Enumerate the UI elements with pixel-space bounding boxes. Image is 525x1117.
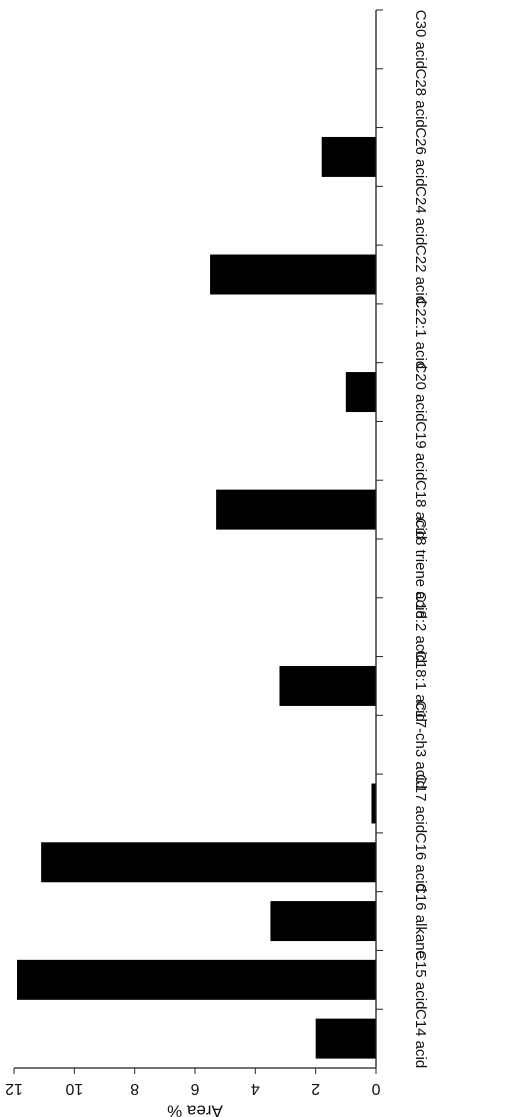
category-label: C17-ch3 acid	[412, 701, 429, 789]
value-tick-label: 10	[65, 1080, 83, 1097]
category-label: C24 acid	[412, 186, 429, 245]
category-label: C18 triene acid	[412, 518, 429, 619]
category-label: C22 acid	[412, 245, 429, 304]
bar-c17-acid	[371, 783, 376, 824]
category-label: C22:1 acid	[412, 297, 429, 369]
value-tick-label: 4	[251, 1080, 260, 1097]
value-tick-label: 2	[311, 1080, 320, 1097]
bar-c14-acid	[315, 1018, 376, 1059]
value-ticks-group: 0 2 4 6 8 10 12	[5, 1068, 380, 1097]
bar-c16-acid	[41, 842, 377, 883]
value-tick-label: 8	[130, 1080, 139, 1097]
category-label: C26 acid	[412, 127, 429, 186]
category-label: C28 acid	[412, 69, 429, 128]
category-label: C15 acid	[412, 950, 429, 1009]
value-axis-title: Area %	[167, 1102, 223, 1117]
category-label: C18:2 acid	[412, 591, 429, 663]
value-tick-label: 6	[190, 1080, 199, 1097]
bar-c22-acid	[210, 254, 376, 295]
category-label: C14 acid	[412, 1009, 429, 1068]
category-label: C18 acid	[412, 480, 429, 539]
value-tick-label: 0	[371, 1080, 380, 1097]
category-label: C30 acid	[412, 10, 429, 69]
category-label: C16 acid	[412, 833, 429, 892]
value-tick-label: 12	[5, 1080, 23, 1097]
bar-c16-alkane	[270, 901, 376, 942]
category-label: C18:1 acid	[412, 650, 429, 722]
bar-c26-acid	[321, 136, 376, 177]
bar-c18-1-acid	[279, 665, 376, 706]
category-label: C16 alkane	[412, 883, 429, 959]
category-label: C17 acid	[412, 774, 429, 833]
category-label: C20 acid	[412, 362, 429, 421]
category-label: C19 acid	[412, 421, 429, 480]
bar-c15-acid	[17, 959, 377, 1000]
bar-c18-acid	[216, 489, 376, 530]
bars-group	[17, 9, 383, 1059]
bar-c20-acid	[345, 372, 376, 413]
